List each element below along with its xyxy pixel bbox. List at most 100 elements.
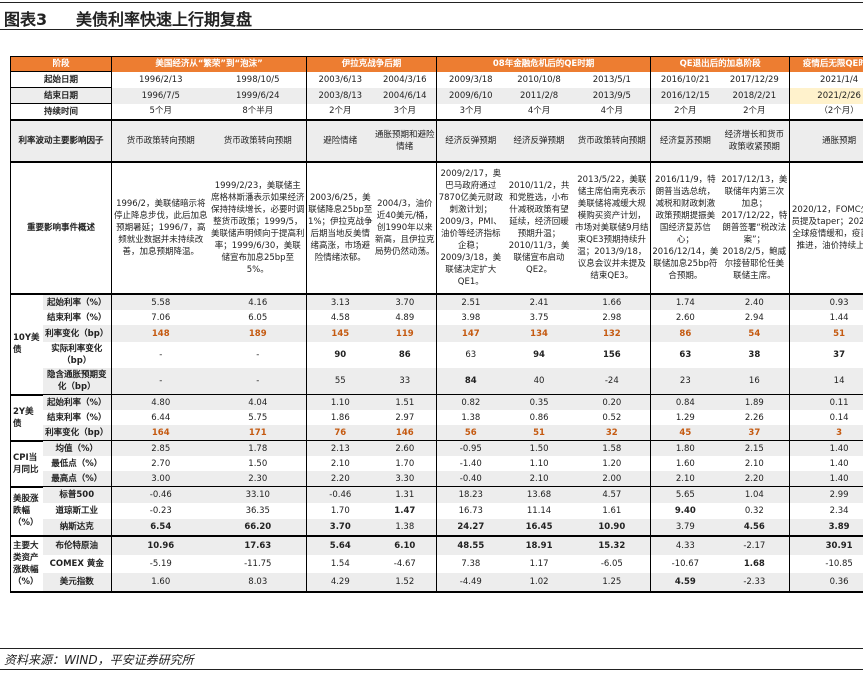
cell: 3.98 bbox=[436, 310, 505, 325]
row-assets-brent: 主要大类资产涨跌幅（%） 布伦特原油 10.96 17.63 5.64 6.10 48.55… bbox=[10, 535, 863, 593]
cell: 1996/7/5 bbox=[111, 87, 210, 104]
cell: 2013/5/22，美联储主席伯南克表示美联储将减缓大规模购买资产计划，市场对美… bbox=[573, 161, 651, 294]
cell: 1.38 bbox=[436, 410, 505, 425]
cell: 2.10 bbox=[306, 456, 374, 471]
row-label: 起始利率（%） bbox=[42, 394, 112, 410]
cell: 2016/11/9，特朗普当选总统，减税和财政刺激政策预期提振美国经济复苏信心；… bbox=[650, 161, 720, 294]
cell: 56 bbox=[436, 425, 505, 441]
cell: 1.20 bbox=[602, 458, 622, 469]
cell: 5个月 bbox=[111, 103, 210, 120]
cell: 1999/2/23，美联储主席格林斯潘表示如果经济保持持续增长，必要时调整货币政… bbox=[209, 161, 307, 294]
cell: -10.85 bbox=[789, 555, 863, 573]
cell: 0.36 bbox=[789, 573, 863, 593]
row-label: 持续时间 bbox=[9, 103, 112, 120]
cell: 18.23 bbox=[436, 486, 505, 503]
cell: 4个月 bbox=[527, 106, 551, 117]
row-label: 利率变化（bp） bbox=[42, 325, 112, 342]
treasury-rate-review-table: 阶段 美国经济从“繁荣”到“泡沫” 伊拉克战争后期 08年金融危机后的QE时期 QE退出… bbox=[9, 56, 863, 593]
cell: 1.61 bbox=[602, 506, 622, 516]
cell: 2.10 bbox=[504, 471, 574, 487]
row-label: 均值（%） bbox=[42, 440, 112, 456]
cell: 2.20 bbox=[306, 471, 374, 487]
group-label: CPI当月同比 bbox=[10, 440, 43, 488]
cell: 18.91 bbox=[504, 535, 574, 555]
figure-number: 图表3 bbox=[4, 10, 48, 29]
cell: 1998/10/5 bbox=[235, 74, 280, 85]
cell: 17.63 bbox=[209, 535, 307, 555]
cell: 3.00 bbox=[111, 471, 210, 487]
cell: 2个月 bbox=[650, 103, 720, 120]
cell: 54 bbox=[719, 325, 790, 342]
row-end_date: 结束日期 1996/7/5 1999/6/24 2003/8/13 2004/6/14 2… bbox=[9, 87, 863, 104]
cell: -2.33 bbox=[719, 573, 790, 593]
cell: 4.57 bbox=[573, 486, 651, 503]
cell: 3.70 bbox=[306, 519, 374, 536]
cell: 14 bbox=[789, 368, 863, 395]
cell: 171 bbox=[209, 425, 307, 441]
cell: 1.44 bbox=[789, 310, 863, 325]
row-label: 结束利率（%） bbox=[46, 312, 107, 323]
cell: -5.19 bbox=[111, 555, 210, 573]
cell: 1.47 bbox=[394, 506, 416, 516]
group-label: 主要大类资产涨跌幅（%） bbox=[10, 535, 43, 593]
cell: 6.44 bbox=[111, 410, 210, 425]
row-y2-end: 结束利率（%） 6.44 5.75 1.86 2.97 1.38 0.86 0.52 1.29 2… bbox=[11, 410, 863, 425]
row-label: 实际利率变化（bp） bbox=[51, 344, 103, 366]
row-label: 起始日期 bbox=[9, 71, 112, 88]
cell: -6.05 bbox=[600, 559, 623, 569]
cell: 2010/10/8 bbox=[517, 74, 561, 85]
cell: 1.29 bbox=[650, 410, 720, 425]
period-header: 疫情后无限QE时期 bbox=[789, 56, 863, 72]
cell: 1.78 bbox=[209, 440, 307, 456]
cell: 8.03 bbox=[209, 573, 307, 593]
cell: 48.55 bbox=[436, 535, 505, 555]
cell: 3.89 bbox=[789, 519, 863, 536]
cell: 86 bbox=[650, 325, 720, 342]
row-label: 利率变化（bp） bbox=[42, 425, 112, 441]
cell: 11.14 bbox=[526, 506, 552, 516]
cell: -0.23 bbox=[111, 503, 210, 519]
cell: 1.52 bbox=[373, 573, 437, 593]
cell: 55 bbox=[306, 368, 374, 395]
period-header: QE退出后的加息阶段 bbox=[650, 56, 790, 72]
row-label: 最高点（%） bbox=[42, 471, 112, 487]
cell: 2021/1/4 bbox=[789, 71, 863, 88]
cell: 2.85 bbox=[111, 440, 210, 456]
row-y10-start: 10Y美债 起始利率（%） 5.58 4.16 3.13 3.70 2.51 2.41 1.66… bbox=[10, 293, 863, 396]
cell: 6.10 bbox=[373, 535, 437, 555]
cell: 119 bbox=[373, 325, 437, 342]
row-label: 最低点（%） bbox=[51, 458, 103, 469]
cell: 145 bbox=[306, 325, 374, 342]
cell: 1.02 bbox=[504, 573, 574, 593]
cell: 4.56 bbox=[719, 519, 790, 536]
cell: 1999/6/24 bbox=[209, 87, 307, 104]
cell: 2.97 bbox=[395, 412, 415, 423]
cell: -4.67 bbox=[393, 559, 416, 569]
row-events: 重要影响事件概述 1996/2，美联储暗示将停止降息步伐，此后加息预期暑延；199… bbox=[9, 161, 863, 294]
cell: 63 bbox=[650, 342, 720, 368]
cell: 2020/12，FOMC少数官员提及taper；2021/1，全球疫情缓和，疫苗… bbox=[789, 161, 863, 294]
stage-header: 阶段 bbox=[9, 56, 112, 72]
cell: -10.67 bbox=[650, 555, 720, 573]
cell: 38 bbox=[748, 350, 761, 360]
cell: 3 bbox=[789, 425, 863, 441]
cell: 1.68 bbox=[743, 559, 765, 569]
cell: 2.30 bbox=[209, 471, 307, 487]
cell: 2.10 bbox=[744, 458, 764, 469]
cell: 2.60 bbox=[373, 440, 437, 456]
cell: 51 bbox=[789, 325, 863, 342]
cell: 24.27 bbox=[436, 519, 505, 536]
period-header: 美国经济从“繁荣”到“泡沫” bbox=[111, 56, 307, 72]
cell: 76 bbox=[306, 425, 374, 441]
cell: 1.10 bbox=[529, 458, 549, 469]
cell: 1.38 bbox=[373, 519, 437, 536]
row-label: 起始利率（%） bbox=[42, 293, 112, 310]
cell: 4.89 bbox=[395, 312, 415, 323]
cell: 2.20 bbox=[719, 471, 790, 487]
cell: 2.00 bbox=[573, 471, 651, 487]
cell: 1.86 bbox=[306, 410, 374, 425]
cell: 3.13 bbox=[306, 293, 374, 310]
cell: 货币政策转向预期 bbox=[209, 119, 307, 162]
cell: 10.96 bbox=[111, 535, 210, 555]
cell: 5.75 bbox=[248, 412, 268, 423]
